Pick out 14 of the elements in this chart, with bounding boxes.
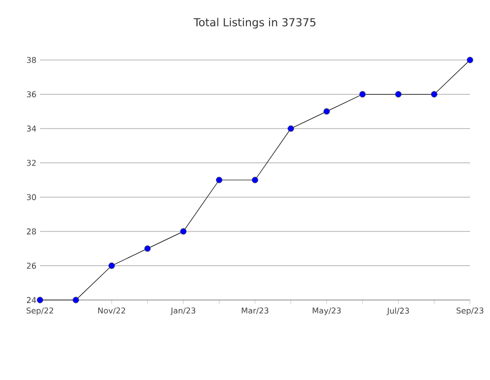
point xyxy=(144,245,151,252)
point xyxy=(72,296,80,304)
point xyxy=(395,91,402,98)
chart-title: Total Listings in 37375 xyxy=(194,18,316,28)
point xyxy=(252,176,258,184)
point xyxy=(180,228,187,235)
point xyxy=(359,91,366,98)
point xyxy=(36,296,44,304)
point xyxy=(108,262,115,269)
point xyxy=(430,91,438,98)
point xyxy=(466,56,474,64)
point xyxy=(323,108,330,115)
point xyxy=(288,125,294,132)
point xyxy=(216,176,222,184)
